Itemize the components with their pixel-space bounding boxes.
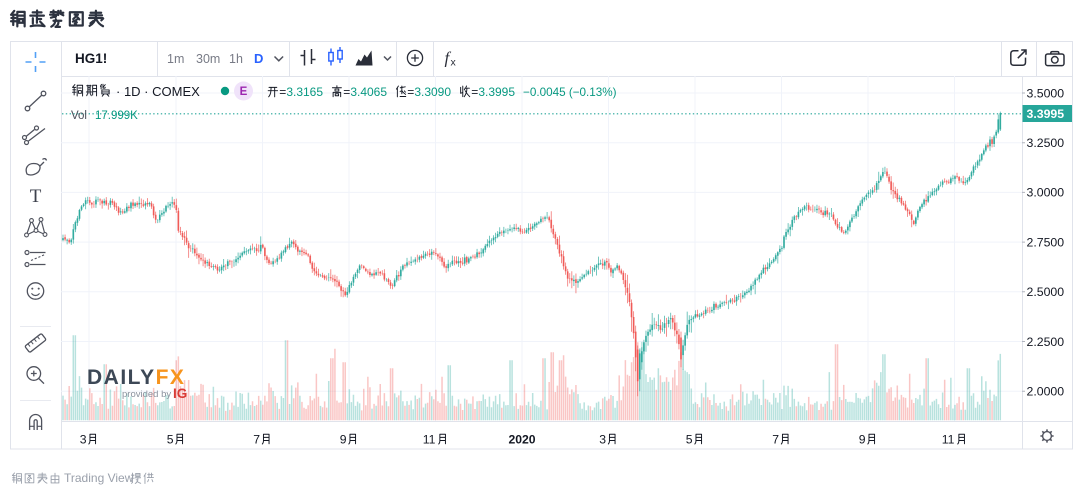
svg-text:2.2500: 2.2500: [1027, 335, 1065, 349]
svg-text:11: 11: [942, 433, 955, 447]
svg-text:9: 9: [340, 433, 347, 447]
svg-text:7: 7: [772, 433, 779, 447]
svg-text:11: 11: [423, 433, 436, 447]
svg-text:D: D: [254, 51, 263, 66]
svg-text:2.5000: 2.5000: [1027, 285, 1065, 299]
svg-text:3.2500: 3.2500: [1027, 136, 1065, 150]
svg-text:Trading View: Trading View: [64, 471, 134, 485]
svg-text:IG: IG: [173, 386, 187, 401]
svg-text:DAILYFX: DAILYFX: [87, 366, 185, 389]
svg-text:7: 7: [253, 433, 260, 447]
svg-text:1h: 1h: [229, 52, 243, 66]
svg-text:provided by: provided by: [122, 389, 171, 400]
svg-text:Vol: Vol: [71, 110, 87, 122]
svg-text:=3.4065: =3.4065: [343, 85, 387, 99]
svg-text:HG1!: HG1!: [75, 51, 107, 66]
svg-text:9: 9: [859, 433, 866, 447]
svg-text:30m: 30m: [196, 52, 220, 66]
svg-text:5: 5: [686, 433, 693, 447]
svg-text:=3.3995: =3.3995: [471, 85, 515, 99]
svg-text:1m: 1m: [167, 52, 184, 66]
svg-text:E: E: [240, 86, 248, 98]
svg-text:=3.3165: =3.3165: [279, 85, 323, 99]
svg-text:· 1D · COMEX: · 1D · COMEX: [116, 84, 200, 99]
svg-text:2.0000: 2.0000: [1027, 385, 1065, 399]
svg-text:2.7500: 2.7500: [1027, 235, 1065, 249]
svg-text:3: 3: [80, 433, 87, 447]
svg-text:f: f: [445, 49, 452, 68]
svg-text:x: x: [451, 57, 457, 69]
svg-text:3.0000: 3.0000: [1027, 186, 1065, 200]
svg-text:2020: 2020: [508, 433, 535, 447]
svg-text:T: T: [30, 186, 42, 207]
svg-text:−0.0045 (−0.13%): −0.0045 (−0.13%): [523, 86, 617, 99]
svg-text:=3.3090: =3.3090: [407, 85, 451, 99]
svg-text:5: 5: [167, 433, 174, 447]
svg-text:3.3995: 3.3995: [1027, 107, 1065, 121]
svg-text:17.999K: 17.999K: [95, 110, 138, 122]
svg-text:3: 3: [599, 433, 606, 447]
svg-text:3.5000: 3.5000: [1027, 86, 1065, 100]
